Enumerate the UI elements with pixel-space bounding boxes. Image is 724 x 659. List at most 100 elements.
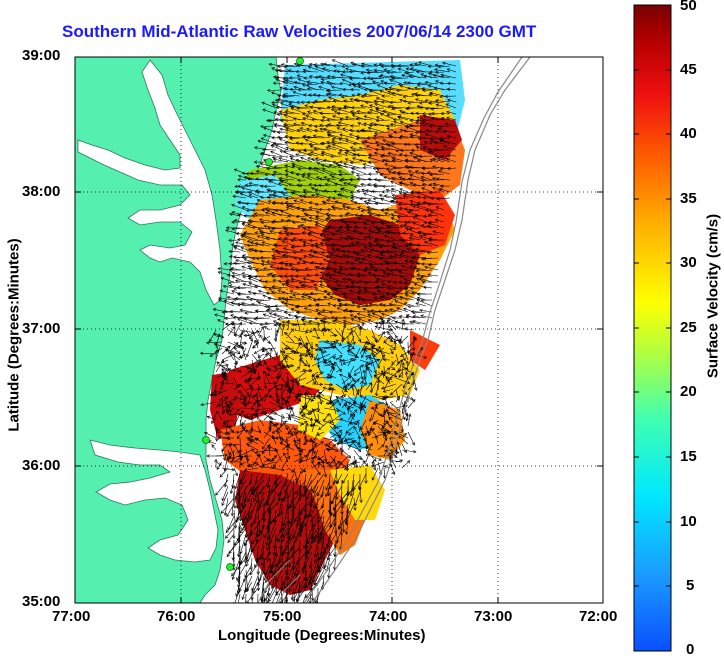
velocity-arrow-head <box>374 140 379 145</box>
velocity-arrow-head <box>401 264 405 269</box>
velocity-arrow-head <box>314 157 319 161</box>
velocity-arrow-head <box>317 394 322 399</box>
velocity-arrow-head <box>358 146 363 150</box>
velocity-arrow-head <box>252 292 256 296</box>
velocity-arrow-head <box>353 98 358 102</box>
velocity-arrow-head <box>310 279 315 284</box>
velocity-arrow <box>313 521 325 539</box>
velocity-arrow-head <box>416 261 420 266</box>
velocity-arrow-head <box>263 224 267 229</box>
velocity-arrow <box>359 341 371 345</box>
velocity-arrow-head <box>278 176 282 181</box>
velocity-arrow-head <box>283 187 287 191</box>
velocity-arrow-head <box>427 84 432 88</box>
velocity-arrow-head <box>374 321 379 325</box>
velocity-arrow <box>379 63 391 67</box>
velocity-arrow <box>244 232 253 235</box>
velocity-arrow <box>305 410 313 415</box>
velocity-arrow-head <box>280 365 284 369</box>
velocity-arrow-head <box>283 237 287 241</box>
velocity-arrow <box>427 251 439 253</box>
velocity-arrow <box>399 225 409 229</box>
velocity-arrow-head <box>240 502 244 507</box>
velocity-arrow-head <box>318 540 322 544</box>
velocity-arrow-head <box>335 123 340 127</box>
velocity-arrow-head <box>350 196 354 200</box>
velocity-arrow-head <box>339 236 343 240</box>
velocity-arrow <box>257 235 271 241</box>
velocity-arrow <box>406 360 409 373</box>
velocity-arrow-head <box>420 274 424 279</box>
velocity-arrow <box>423 286 433 289</box>
velocity-arrow-head <box>353 459 358 464</box>
velocity-arrow <box>436 178 451 181</box>
velocity-arrow <box>273 313 289 319</box>
velocity-arrow <box>415 98 427 103</box>
velocity-arrow <box>414 143 427 146</box>
velocity-arrow-head <box>348 309 353 314</box>
velocity-arrow-head <box>409 133 413 137</box>
velocity-arrow-head <box>385 267 389 271</box>
velocity-arrow-head <box>349 190 353 194</box>
velocity-arrow <box>327 106 337 109</box>
velocity-arrow-head <box>323 62 327 66</box>
velocity-arrow <box>359 365 363 380</box>
velocity-arrow-head <box>240 409 244 414</box>
velocity-arrow-head <box>255 437 259 441</box>
velocity-arrow-head <box>283 274 287 278</box>
velocity-arrow-head <box>330 232 335 236</box>
velocity-arrow <box>269 273 283 277</box>
velocity-arrow <box>412 205 427 211</box>
velocity-arrow-head <box>314 273 319 277</box>
velocity-arrow-head <box>320 460 325 464</box>
velocity-arrow-head <box>371 346 375 350</box>
velocity-arrow-head <box>302 315 306 320</box>
velocity-arrow-head <box>329 382 334 387</box>
velocity-arrow <box>256 400 265 409</box>
velocity-arrow-head <box>232 535 236 540</box>
velocity-arrow-head <box>339 133 343 137</box>
velocity-arrow <box>323 128 337 133</box>
velocity-arrow-head <box>334 200 339 204</box>
velocity-arrow-head <box>271 256 276 261</box>
velocity-arrow <box>220 290 235 295</box>
velocity-arrow <box>281 283 295 289</box>
velocity-arrow-head <box>425 208 429 212</box>
velocity-arrow-head <box>267 445 271 448</box>
velocity-arrow <box>313 491 325 508</box>
velocity-arrow-head <box>245 353 250 358</box>
velocity-arrow <box>416 191 433 199</box>
velocity-arrow-head <box>240 456 244 460</box>
velocity-arrow-head <box>256 500 260 505</box>
velocity-arrow <box>350 413 355 421</box>
velocity-arrow <box>271 101 283 103</box>
velocity-arrow <box>249 371 253 382</box>
velocity-arrow <box>239 479 253 499</box>
velocity-arrow <box>304 473 313 491</box>
velocity-arrow <box>337 461 349 469</box>
velocity-arrow-head <box>302 368 306 373</box>
velocity-arrow-head <box>345 250 350 254</box>
velocity-arrow-head <box>384 87 388 92</box>
velocity-arrow-head <box>420 262 425 266</box>
velocity-arrow-head <box>293 199 298 203</box>
velocity-arrow <box>323 190 337 193</box>
velocity-arrow-head <box>386 113 390 117</box>
velocity-arrow <box>386 128 397 133</box>
velocity-arrow <box>265 208 283 211</box>
velocity-arrow-head <box>430 116 435 121</box>
velocity-arrow <box>299 521 301 538</box>
velocity-arrow <box>296 159 307 163</box>
velocity-arrow-head <box>375 108 380 112</box>
velocity-arrow <box>320 234 337 241</box>
velocity-arrow-head <box>247 437 251 441</box>
velocity-arrow-head <box>310 254 315 259</box>
velocity-arrow <box>215 364 229 367</box>
velocity-arrow-head <box>382 389 387 393</box>
velocity-arrow <box>374 371 391 376</box>
velocity-arrow-head <box>345 518 349 523</box>
velocity-arrow <box>300 509 313 526</box>
velocity-arrow <box>311 194 325 199</box>
velocity-arrow-head <box>388 424 393 428</box>
velocity-arrow <box>409 152 421 157</box>
